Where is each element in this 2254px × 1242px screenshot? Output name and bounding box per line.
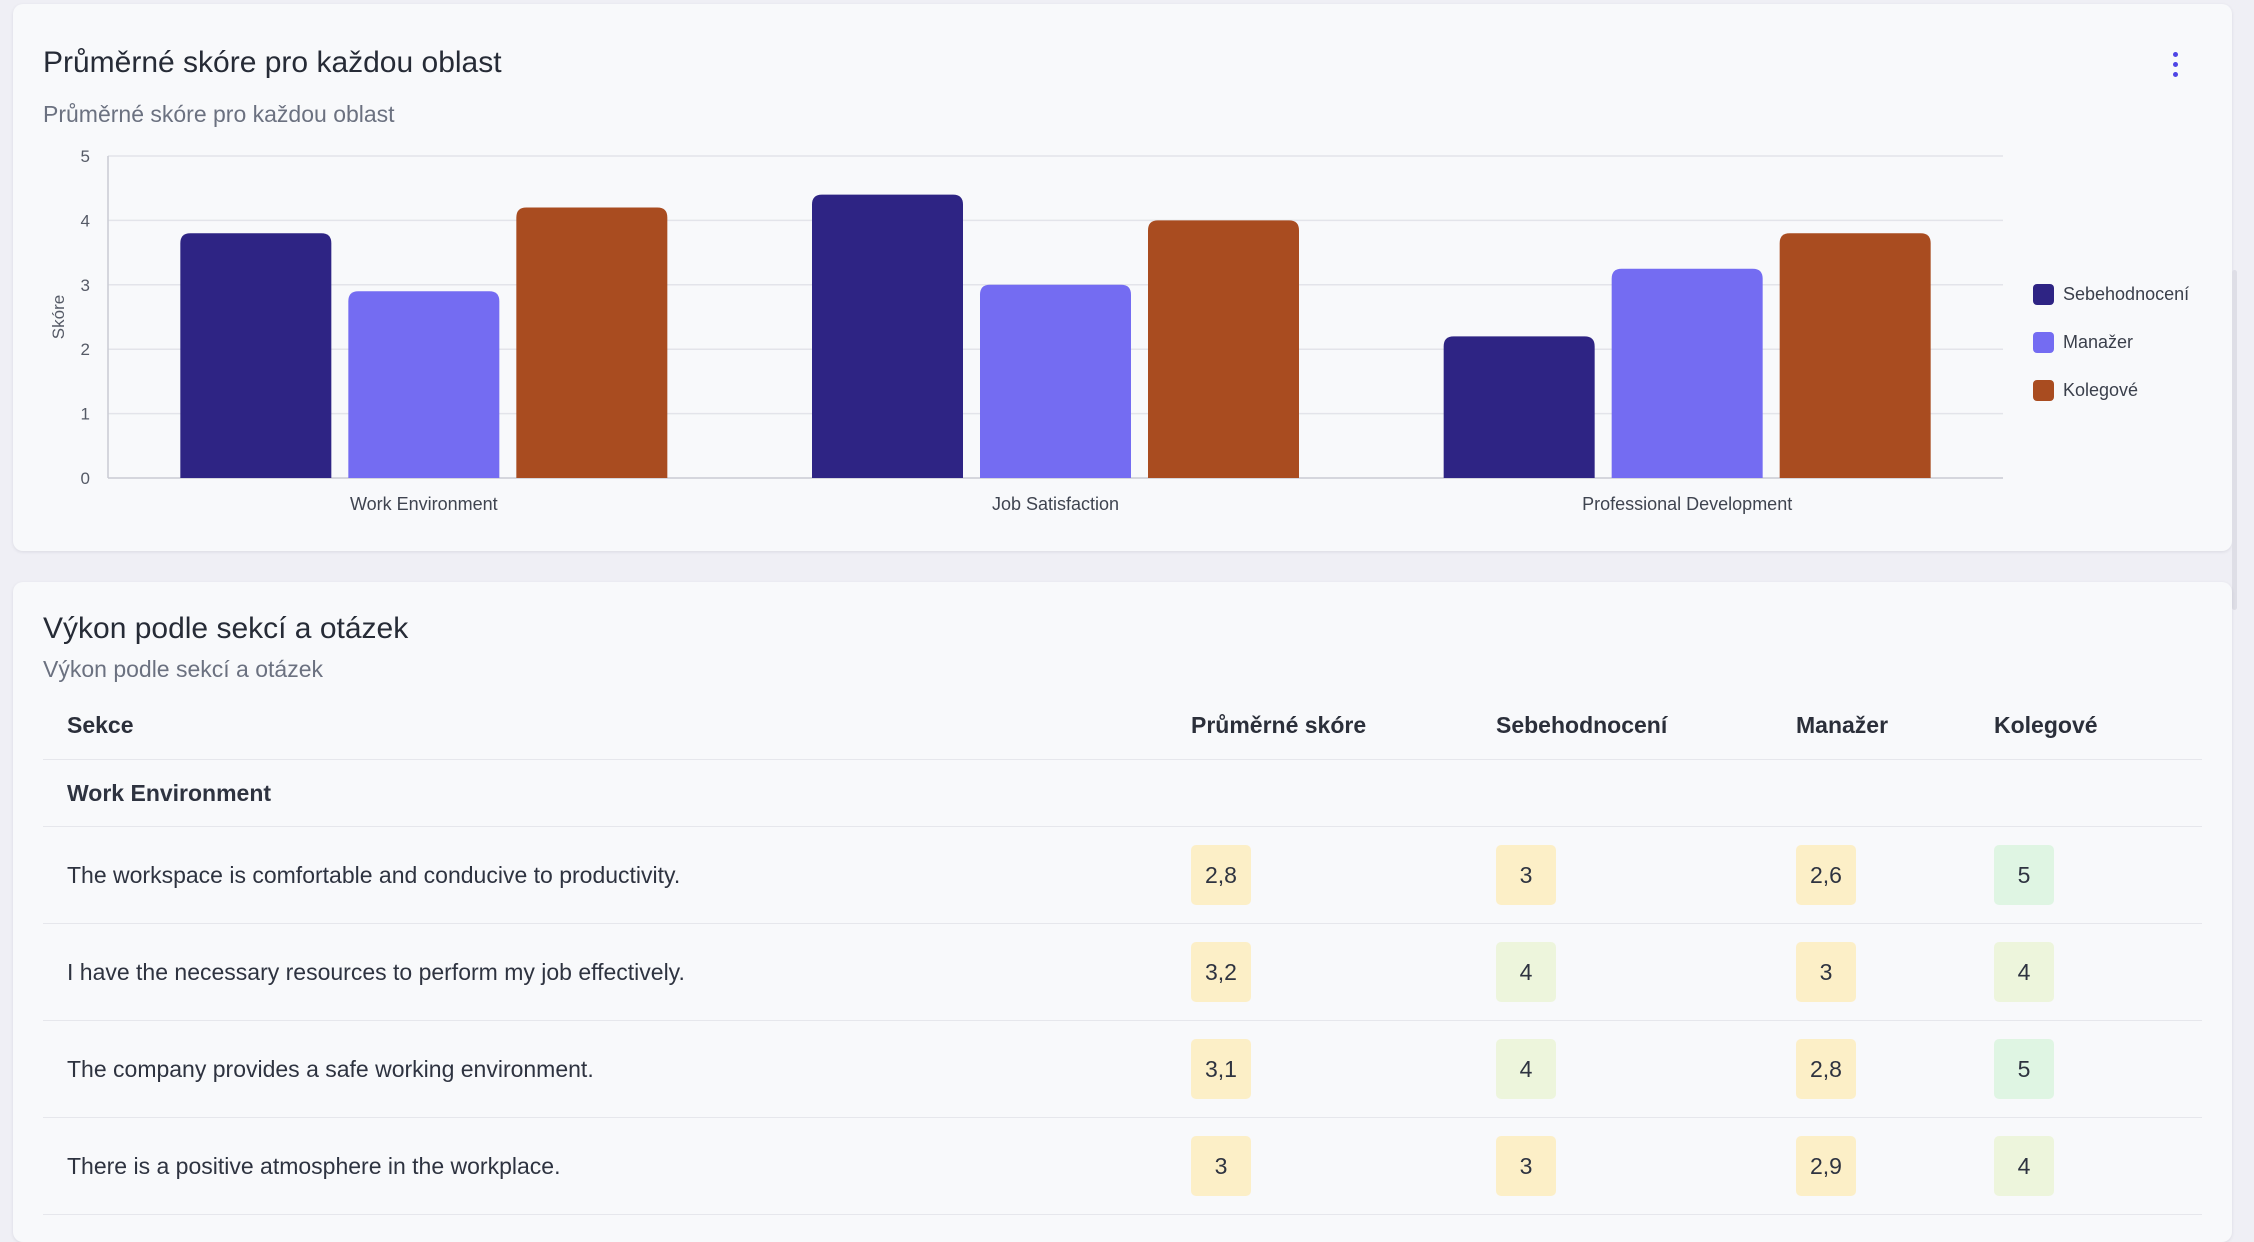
bar [1443,336,1595,478]
legend-swatch [2033,331,2054,353]
y-tick-label: 3 [81,276,90,295]
peers-score-badge: 5 [1994,845,2054,905]
section-name: Work Environment [43,759,2202,827]
y-axis-label: Skóre [49,295,68,339]
score-cell: 3 [1496,826,1796,924]
score-cell: 4 [1496,1020,1796,1118]
score-cell: 5 [1994,1020,2202,1118]
performance-table: Sekce Průměrné skóre Sebehodnocení Manaž… [43,692,2202,1215]
self-score-badge: 3 [1496,1136,1556,1196]
legend-swatch [2033,283,2054,305]
bar [516,207,668,478]
legend-item[interactable]: Sebehodnocení [2033,270,2189,318]
question-text: There is a positive atmosphere in the wo… [43,1117,1191,1215]
bar-chart: 0 1 2 3 4 5 Skóre Work Environment Job Satisfact… [49,147,2003,514]
chart-card: Průměrné skóre pro každou oblast Průměrn… [13,4,2232,551]
peers-score-badge: 5 [1994,1039,2054,1099]
y-tick-label: 0 [81,469,90,488]
avg-score-badge: 3,1 [1191,1039,1251,1099]
y-tick-label: 4 [81,211,90,230]
score-cell: 4 [1994,923,2202,1021]
legend-label: Sebehodnocení [2063,283,2190,304]
legend-item[interactable]: Manažer [2033,318,2189,366]
score-cell: 2,8 [1191,826,1496,924]
bar [348,291,500,478]
avg-score-badge: 3,2 [1191,942,1251,1002]
header-manager: Manažer [1796,692,1994,760]
table-title: Výkon podle sekcí a otázek [43,612,409,645]
avg-score-badge: 3 [1191,1136,1251,1196]
legend-item[interactable]: Kolegové [2033,366,2189,414]
x-tick-label: Job Satisfaction [992,494,1119,514]
bar [1779,233,1931,478]
score-cell: 3 [1496,1117,1796,1215]
legend-swatch [2033,379,2054,401]
score-cell: 2,8 [1796,1020,1994,1118]
chart-subtitle: Průměrné skóre pro každou oblast [43,101,395,127]
question-text: The company provides a safe working envi… [43,1020,1191,1118]
section-row: Work Environment [43,759,2202,827]
y-tick-label: 2 [81,340,90,359]
table-row: I have the necessary resources to perfor… [43,923,2202,1021]
table-card: Výkon podle sekcí a otázek Výkon podle s… [13,582,2232,1242]
header-average: Průměrné skóre [1191,692,1496,760]
table-row: The company provides a safe working envi… [43,1020,2202,1118]
bar [1148,220,1299,478]
score-cell: 4 [1994,1117,2202,1215]
bar [1611,268,1763,478]
y-tick-label: 5 [81,147,90,166]
question-text: I have the necessary resources to perfor… [43,923,1191,1021]
table-row: There is a positive atmosphere in the wo… [43,1117,2202,1215]
header-section: Sekce [43,692,1191,760]
score-cell: 3 [1796,923,1994,1021]
bar [812,194,963,478]
score-cell: 4 [1496,923,1796,1021]
bar [980,284,1131,478]
self-score-badge: 3 [1496,845,1556,905]
score-cell: 2,6 [1796,826,1994,924]
chart-legend: Sebehodnocení Manažer Kolegové [2033,270,2189,414]
header-self: Sebehodnocení [1496,692,1796,760]
scrollbar[interactable] [2232,270,2237,610]
bar [180,233,332,478]
peers-score-badge: 4 [1994,942,2054,1002]
score-cell: 5 [1994,826,2202,924]
manager-score-badge: 2,8 [1796,1039,1856,1099]
y-tick-label: 1 [81,405,90,424]
x-tick-label: Professional Development [1582,494,1792,514]
avg-score-badge: 2,8 [1191,845,1251,905]
legend-label: Manažer [2063,331,2134,352]
x-tick-label: Work Environment [350,494,498,514]
kebab-menu-icon[interactable] [2163,48,2187,82]
chart-title: Průměrné skóre pro každou oblast [43,46,502,79]
legend-label: Kolegové [2063,379,2139,400]
manager-score-badge: 2,9 [1796,1136,1856,1196]
table-row: The workspace is comfortable and conduci… [43,826,2202,924]
score-cell: 2,9 [1796,1117,1994,1215]
self-score-badge: 4 [1496,1039,1556,1099]
manager-score-badge: 3 [1796,942,1856,1002]
table-header-row: Sekce Průměrné skóre Sebehodnocení Manaž… [43,692,2202,760]
self-score-badge: 4 [1496,942,1556,1002]
score-cell: 3 [1191,1117,1496,1215]
header-peers: Kolegové [1994,692,2202,760]
manager-score-badge: 2,6 [1796,845,1856,905]
peers-score-badge: 4 [1994,1136,2054,1196]
table-subtitle: Výkon podle sekcí a otázek [43,656,323,682]
score-cell: 3,2 [1191,923,1496,1021]
question-text: The workspace is comfortable and conduci… [43,826,1191,924]
score-cell: 3,1 [1191,1020,1496,1118]
